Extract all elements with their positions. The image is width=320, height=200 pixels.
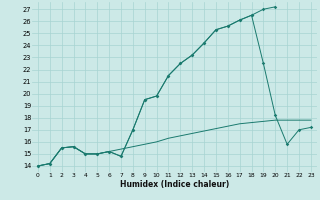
X-axis label: Humidex (Indice chaleur): Humidex (Indice chaleur) (120, 180, 229, 189)
